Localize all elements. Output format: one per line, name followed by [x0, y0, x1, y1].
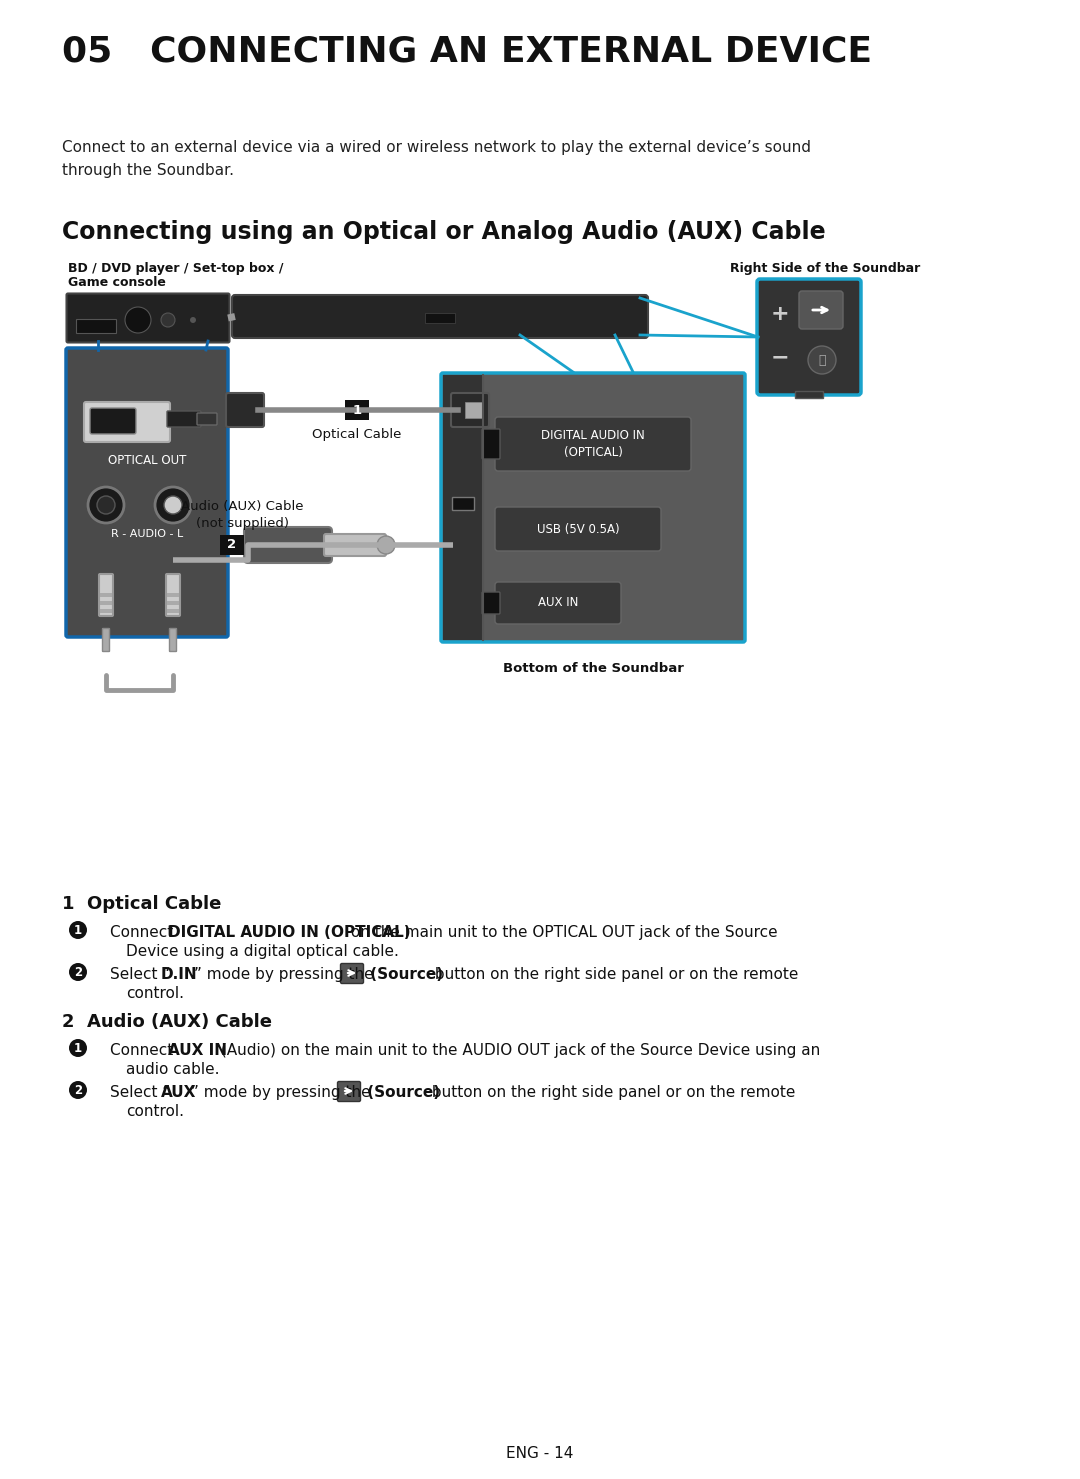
FancyBboxPatch shape [495, 583, 621, 624]
Text: DIGITAL AUDIO IN (OPTICAL): DIGITAL AUDIO IN (OPTICAL) [168, 924, 410, 941]
FancyBboxPatch shape [170, 629, 176, 652]
Text: AUX: AUX [161, 1086, 197, 1100]
Text: DIGITAL AUDIO IN
(OPTICAL): DIGITAL AUDIO IN (OPTICAL) [541, 429, 645, 458]
Text: R - AUDIO - L: R - AUDIO - L [111, 529, 184, 538]
FancyBboxPatch shape [441, 373, 745, 642]
Text: AUX IN: AUX IN [538, 596, 578, 609]
Text: (Source): (Source) [362, 1086, 441, 1100]
Text: OPTICAL OUT: OPTICAL OUT [108, 454, 186, 467]
Circle shape [69, 1040, 87, 1057]
FancyBboxPatch shape [324, 534, 386, 556]
Bar [100, 609, 112, 612]
Text: 1: 1 [73, 923, 82, 936]
Bar [76, 319, 116, 333]
FancyBboxPatch shape [482, 429, 500, 458]
Text: Bottom of the Soundbar: Bottom of the Soundbar [502, 663, 684, 674]
Circle shape [156, 487, 191, 524]
Bar [167, 593, 179, 598]
FancyBboxPatch shape [495, 417, 691, 470]
FancyBboxPatch shape [166, 574, 180, 615]
Bar [220, 535, 244, 555]
Circle shape [190, 317, 195, 322]
Text: 2: 2 [73, 966, 82, 979]
Circle shape [69, 921, 87, 939]
Circle shape [125, 308, 151, 333]
Text: Audio (AUX) Cable
(not supplied): Audio (AUX) Cable (not supplied) [180, 500, 303, 529]
Bar [345, 399, 369, 420]
Text: button on the right side panel or on the remote: button on the right side panel or on the… [430, 967, 798, 982]
Text: ⏻: ⏻ [819, 353, 826, 367]
Text: button on the right side panel or on the remote: button on the right side panel or on the… [427, 1086, 795, 1100]
FancyBboxPatch shape [90, 408, 136, 433]
Text: (Audio) on the main unit to the AUDIO OUT jack of the Source Device using an: (Audio) on the main unit to the AUDIO OU… [216, 1043, 820, 1057]
Text: Select “: Select “ [110, 967, 171, 982]
Text: Optical Cable: Optical Cable [312, 427, 402, 441]
Text: ” mode by pressing the: ” mode by pressing the [191, 1086, 370, 1100]
Text: 05   CONNECTING AN EXTERNAL DEVICE: 05 CONNECTING AN EXTERNAL DEVICE [62, 34, 873, 68]
FancyBboxPatch shape [232, 294, 648, 339]
Text: control.: control. [126, 986, 184, 1001]
FancyBboxPatch shape [337, 1081, 361, 1102]
Text: USB (5V 0.5A): USB (5V 0.5A) [537, 522, 619, 535]
Bar [426, 314, 455, 322]
Text: Connect: Connect [110, 1043, 178, 1057]
Bar [795, 390, 823, 398]
Circle shape [377, 535, 395, 555]
Text: ” mode by pressing the: ” mode by pressing the [194, 967, 374, 982]
Text: +: + [771, 305, 789, 324]
Text: 2: 2 [228, 538, 237, 552]
Text: on the main unit to the OPTICAL OUT jack of the Source: on the main unit to the OPTICAL OUT jack… [346, 924, 778, 941]
Circle shape [164, 495, 183, 515]
Text: 2  Audio (AUX) Cable: 2 Audio (AUX) Cable [62, 1013, 272, 1031]
FancyBboxPatch shape [67, 293, 229, 343]
FancyBboxPatch shape [799, 291, 843, 328]
Bar [443, 376, 483, 640]
Text: BD / DVD player / Set-top box /: BD / DVD player / Set-top box / [68, 262, 283, 275]
Bar [100, 593, 112, 598]
Text: Game console: Game console [68, 277, 166, 288]
Circle shape [808, 346, 836, 374]
Circle shape [97, 495, 114, 515]
FancyBboxPatch shape [226, 393, 264, 427]
Text: 2: 2 [73, 1084, 82, 1096]
Circle shape [69, 963, 87, 981]
Text: ENG - 14: ENG - 14 [507, 1445, 573, 1460]
Bar [465, 402, 483, 419]
Text: 1: 1 [352, 404, 362, 417]
Text: (Source): (Source) [365, 967, 443, 982]
Text: control.: control. [126, 1103, 184, 1120]
FancyBboxPatch shape [495, 507, 661, 552]
FancyBboxPatch shape [482, 592, 500, 614]
Bar [100, 600, 112, 605]
FancyBboxPatch shape [103, 629, 109, 652]
FancyBboxPatch shape [451, 393, 489, 427]
Text: 1  Optical Cable: 1 Optical Cable [62, 895, 221, 913]
FancyBboxPatch shape [167, 411, 201, 427]
Text: 1: 1 [73, 1041, 82, 1055]
Circle shape [87, 487, 124, 524]
FancyBboxPatch shape [340, 963, 364, 984]
Bar [453, 497, 474, 510]
Text: −: − [771, 348, 789, 367]
Circle shape [161, 314, 175, 327]
Text: AUX IN: AUX IN [168, 1043, 227, 1057]
FancyBboxPatch shape [84, 402, 170, 442]
FancyBboxPatch shape [197, 413, 217, 424]
Bar [167, 609, 179, 612]
Text: Right Side of the Soundbar: Right Side of the Soundbar [730, 262, 920, 275]
Text: Connect: Connect [110, 924, 178, 941]
FancyBboxPatch shape [757, 280, 861, 395]
Text: Select “: Select “ [110, 1086, 171, 1100]
FancyBboxPatch shape [66, 348, 228, 637]
Circle shape [69, 1081, 87, 1099]
Text: Connect to an external device via a wired or wireless network to play the extern: Connect to an external device via a wire… [62, 141, 811, 179]
FancyBboxPatch shape [99, 574, 113, 615]
Text: Device using a digital optical cable.: Device using a digital optical cable. [126, 944, 399, 958]
Bar [167, 600, 179, 605]
Text: D.IN: D.IN [161, 967, 198, 982]
FancyBboxPatch shape [244, 527, 332, 563]
Text: Connecting using an Optical or Analog Audio (AUX) Cable: Connecting using an Optical or Analog Au… [62, 220, 825, 244]
Text: audio cable.: audio cable. [126, 1062, 219, 1077]
